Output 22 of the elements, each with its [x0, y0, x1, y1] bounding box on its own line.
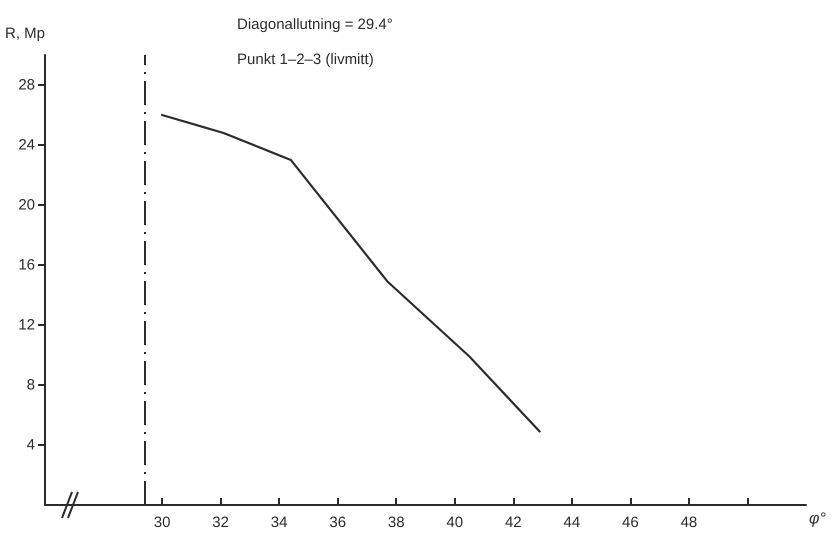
y-tick-label: 12: [18, 316, 35, 334]
y-axis-title: R, Mp: [5, 25, 46, 42]
line-series: [160, 114, 541, 433]
x-tick-label: 46: [622, 514, 639, 531]
x-tick-label: 32: [212, 514, 229, 531]
x-tick-label: 34: [270, 514, 288, 531]
chart-title: Diagonallutning = 29.4°: [237, 16, 393, 33]
x-tick-label: 38: [388, 514, 405, 531]
y-tick-label: 20: [18, 196, 35, 214]
x-tick-label: 30: [154, 514, 170, 531]
y-tick-label: 8: [26, 376, 35, 394]
y-tick-label: 16: [18, 256, 35, 274]
x-tick-label: 44: [564, 514, 580, 531]
chart-subtitle: Punkt 1–2–3 (livmitt): [237, 51, 374, 68]
y-tick-label: 4: [26, 436, 35, 454]
x-tick-label: 36: [329, 514, 346, 531]
y-tick-label: 28: [18, 76, 35, 94]
x-tick-label: 48: [680, 514, 698, 531]
x-axis-title: φ°: [809, 510, 826, 528]
y-tick-label: 24: [18, 136, 35, 154]
x-tick-label: 40: [446, 514, 464, 531]
x-tick-label: 42: [504, 514, 522, 531]
